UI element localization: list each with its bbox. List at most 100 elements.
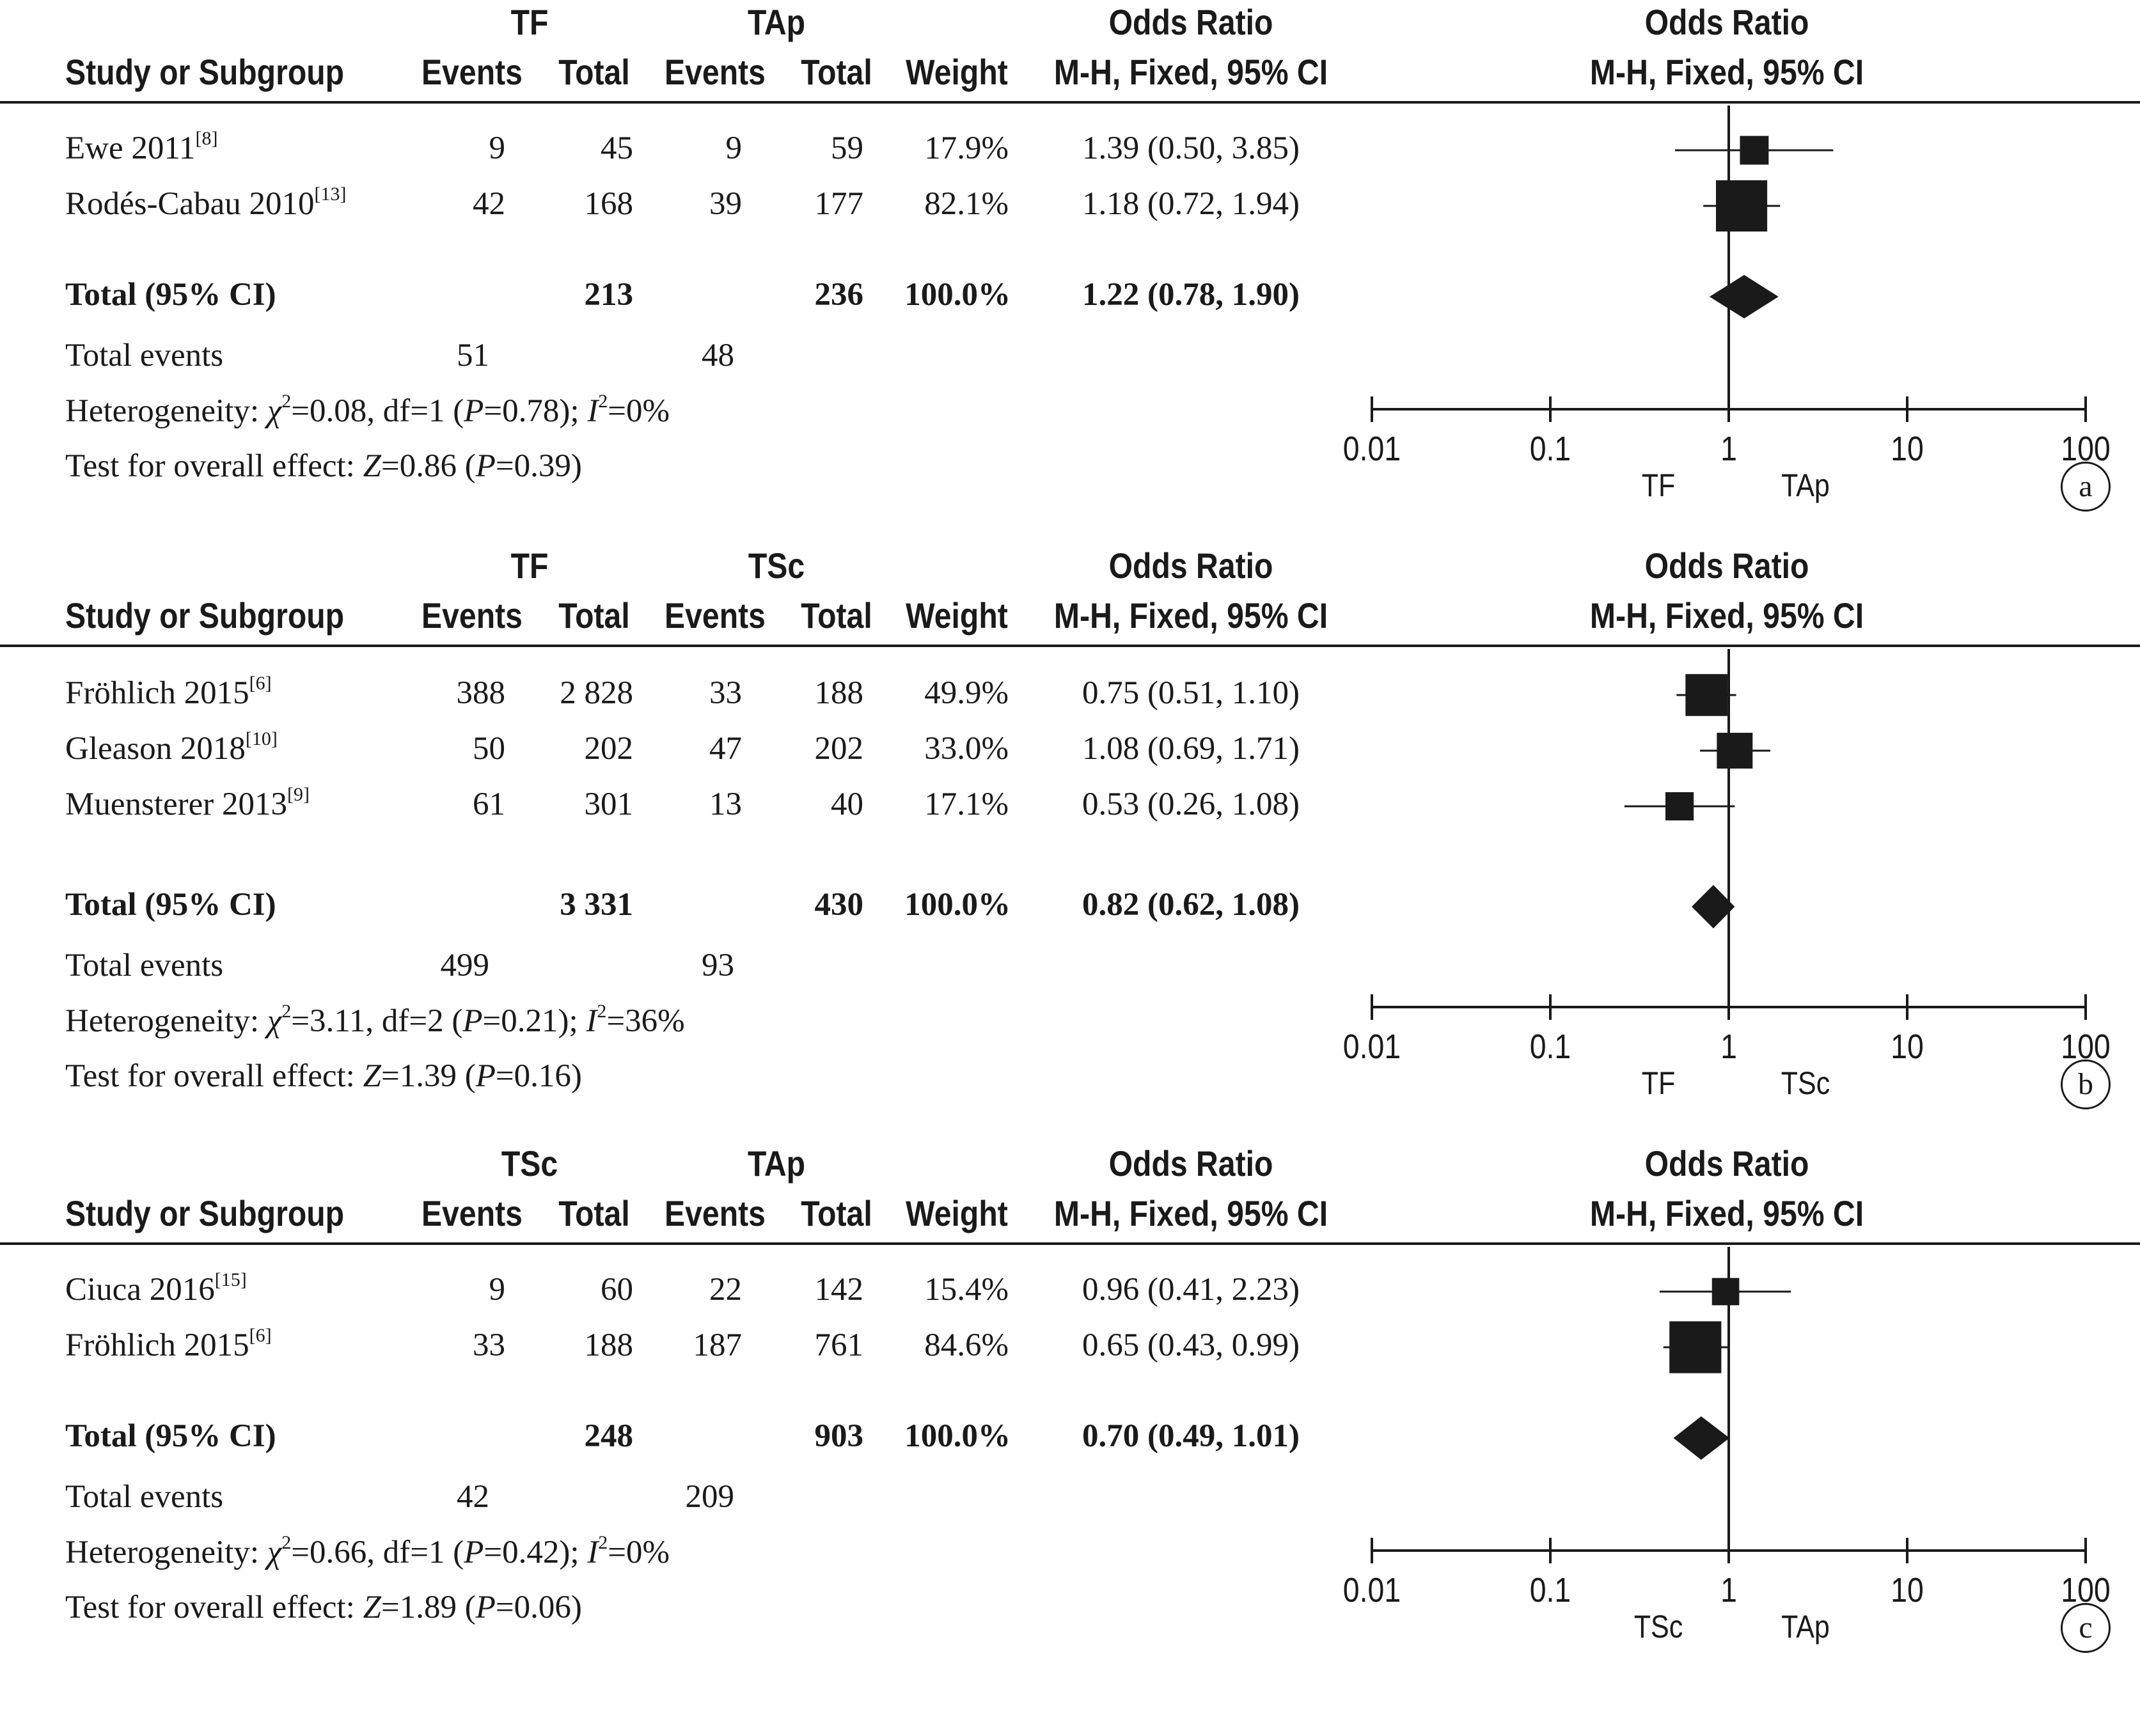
events1-total: 51 (457, 338, 489, 373)
study-marker (1665, 792, 1694, 821)
x-tick-label: 100 (2061, 1027, 2110, 1061)
events1-total: 42 (457, 1479, 489, 1515)
het-chi: χ (267, 1003, 282, 1039)
het-i: I (586, 1003, 597, 1039)
ov-zval: =1.89 ( (381, 1590, 476, 1625)
group1-header: TF (510, 2, 549, 42)
panel-label: b (2061, 1060, 2111, 1109)
het-p: P (462, 1003, 483, 1039)
x-tick-label: 1 (1720, 1570, 1737, 1609)
group2-header: TAp (747, 1143, 806, 1184)
forest-panel-b: TF TSc Odds Ratio Odds Ratio Study or Subgro… (0, 543, 2140, 1138)
events2-value: 9 (725, 130, 743, 166)
events-label: Total events (65, 948, 224, 983)
ov-p: P (475, 1590, 496, 1625)
events2-value: 39 (709, 186, 742, 222)
total-weight: 100.0% (904, 887, 1011, 923)
favours-left-label: TF (1641, 1065, 1676, 1101)
study-reference: [9] (287, 784, 310, 805)
group1-header: TF (510, 545, 549, 586)
method-header: M-H, Fixed, 95% CI (1053, 595, 1328, 636)
events1-value: 61 (473, 786, 505, 822)
x-tick-label: 10 (1891, 429, 1924, 468)
total2-value: 40 (831, 786, 863, 822)
ci-value: 1.18 (0.72, 1.94) (1082, 186, 1300, 222)
het-mid: =3.11, df=2 ( (291, 1003, 463, 1039)
study-header: Study or Subgroup (65, 1193, 345, 1233)
ci-value: 0.53 (0.26, 1.08) (1082, 786, 1300, 822)
total-ci: 1.22 (0.78, 1.90) (1082, 277, 1300, 313)
group1-header: TSc (501, 1143, 558, 1184)
favours-left-label: TSc (1633, 1609, 1683, 1645)
ov-pval: =0.39) (495, 448, 582, 484)
total1-value: 248 (584, 1418, 634, 1454)
study-name: Fröhlich 2015[6] (65, 673, 272, 711)
favours-right-label: TSc (1781, 1065, 1830, 1101)
het-prefix: Heterogeneity: (65, 393, 267, 429)
total-label: Total (95% CI) (65, 277, 276, 313)
ov-p: P (475, 1058, 496, 1094)
ov-z: Z (363, 1590, 381, 1625)
ci-value: 0.75 (0.51, 1.10) (1082, 675, 1300, 711)
forest-plot-area: 0.01 0.1 1 10 100 (1343, 106, 2111, 468)
x-tick-label: 0.1 (1530, 1570, 1571, 1609)
x-tick-label: 1 (1720, 429, 1737, 468)
ov-pval: =0.06) (495, 1590, 582, 1625)
het-i: I (587, 1535, 599, 1570)
weight-value: 82.1% (924, 186, 1009, 222)
weight-value: 33.0% (924, 731, 1009, 767)
x-tick-label: 0.01 (1343, 429, 1401, 468)
het-pval: =0.78); (484, 393, 588, 429)
or-plot-header: Odds Ratio (1644, 545, 1809, 586)
events2-value: 187 (693, 1327, 743, 1363)
total2-value: 59 (831, 130, 863, 166)
total2-value: 188 (814, 675, 864, 711)
header-rule (0, 645, 2140, 647)
events1-value: 33 (473, 1327, 505, 1363)
total2-header: Total (801, 595, 872, 636)
study-header: Study or Subgroup (65, 52, 345, 92)
events2-value: 33 (709, 675, 742, 711)
events2-total: 48 (702, 338, 734, 373)
events2-header: Events (665, 52, 766, 92)
ov-prefix: Test for overall effect: (65, 1058, 363, 1094)
method-header: M-H, Fixed, 95% CI (1053, 52, 1328, 92)
events2-value: 47 (709, 731, 742, 767)
events1-header: Events (421, 595, 523, 636)
events1-header: Events (421, 52, 523, 92)
total-weight: 100.0% (904, 1418, 1011, 1454)
group2-header: TSc (748, 545, 805, 586)
or-header: Odds Ratio (1108, 545, 1273, 586)
study-reference: [13] (314, 184, 347, 205)
header-rule (0, 101, 2140, 104)
study-header: Study or Subgroup (65, 595, 345, 636)
total2-header: Total (801, 52, 872, 92)
ov-prefix: Test for overall effect: (65, 1590, 363, 1625)
favours-right-label: TAp (1781, 1609, 1830, 1645)
het-pval: =0.21); (482, 1003, 586, 1039)
het-mid: =0.66, df=1 ( (291, 1535, 464, 1570)
study-reference: [6] (249, 1325, 272, 1346)
x-tick-label: 10 (1891, 1027, 1924, 1061)
study-name: Rodés-Cabau 2010[13] (65, 184, 347, 222)
het-ival: =36% (606, 1003, 685, 1039)
total1-value: 45 (601, 130, 633, 166)
weight-header: Weight (906, 52, 1008, 92)
events1-value: 9 (489, 1272, 506, 1308)
total1-value: 60 (601, 1272, 633, 1308)
method-plot-header: M-H, Fixed, 95% CI (1589, 52, 1864, 92)
heterogeneity-text: Heterogeneity: χ2=3.11, df=2 (P=0.21); I… (65, 1002, 685, 1039)
total1-header: Total (558, 52, 630, 92)
forest-plot-area: 0.01 0.1 1 10 100 (1343, 649, 2111, 1061)
total-label: Total (95% CI) (65, 1418, 276, 1454)
total1-value: 188 (584, 1327, 634, 1363)
ov-z: Z (363, 1058, 381, 1094)
superscript: 2 (281, 1532, 292, 1553)
ov-z: Z (363, 448, 381, 484)
het-ival: =0% (608, 1535, 670, 1570)
study-marker (1685, 674, 1727, 716)
total2-value: 177 (814, 186, 864, 222)
het-prefix: Heterogeneity: (65, 1003, 267, 1039)
events2-header: Events (665, 1193, 766, 1233)
study-name: Ewe 2011[8] (65, 128, 218, 166)
